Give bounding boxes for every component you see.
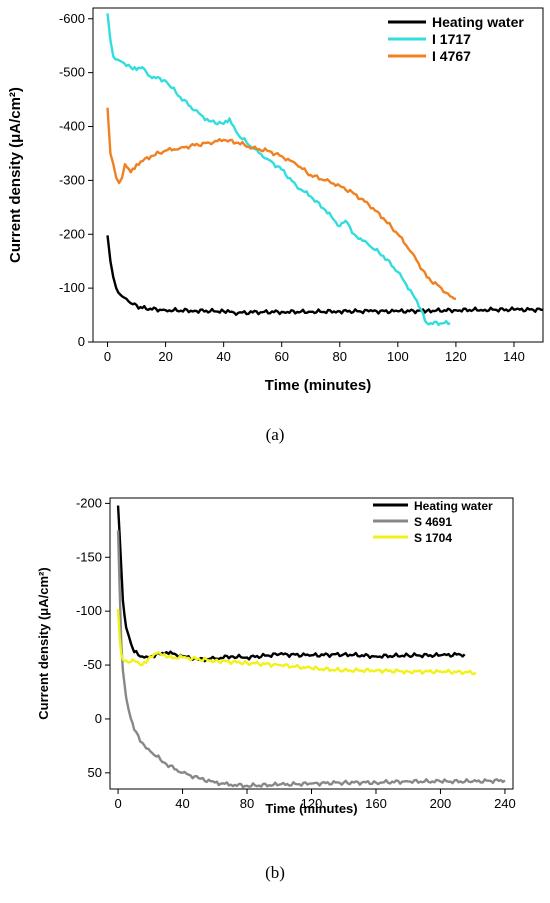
x-tick-label: 60	[274, 349, 288, 364]
x-tick-label: 80	[240, 796, 254, 811]
legend: Heating water S 4691 S 1704	[373, 499, 493, 545]
legend-label: I 1717	[432, 31, 471, 47]
x-tick-label: 20	[158, 349, 172, 364]
y-tick-label: -300	[59, 172, 85, 187]
x-tick-label: 0	[104, 349, 111, 364]
y-tick-label: 50	[88, 765, 102, 780]
legend-label: Heating water	[414, 499, 493, 513]
plot-frame	[92, 7, 544, 343]
legend-label: Heating water	[432, 14, 524, 30]
x-tick-label: 160	[365, 796, 387, 811]
series-line-heating-water	[106, 235, 544, 316]
x-tick-label: 40	[216, 349, 230, 364]
x-tick-label: 120	[445, 349, 467, 364]
series-line-s-1704	[116, 608, 477, 676]
y-tick-label: -50	[83, 657, 102, 672]
legend-label: S 1704	[414, 531, 452, 545]
y-axis-label: Current density (μA/cm²)	[7, 87, 24, 263]
chart-b: 0 40 80 120 160 200 240 -200 -150 -100 -50 0 50 Heati…	[36, 495, 516, 882]
plot-frame	[109, 497, 514, 790]
x-tick-label: 200	[430, 796, 452, 811]
x-tick-label: 120	[301, 796, 323, 811]
series-line-s-4691	[116, 530, 506, 789]
y-tick-label: 0	[95, 711, 102, 726]
figure-caption: (b)	[265, 863, 285, 882]
x-tick-label: 40	[175, 796, 189, 811]
x-tick-label: 100	[387, 349, 409, 364]
x-tick-label: 240	[494, 796, 516, 811]
x-tick-label: 80	[333, 349, 347, 364]
legend-label: S 4691	[414, 515, 452, 529]
x-tick-label: 140	[503, 349, 525, 364]
figure-caption: (a)	[266, 425, 285, 444]
y-tick-label: -600	[59, 11, 85, 26]
y-tick-label: -150	[76, 549, 102, 564]
series-line-heating-water	[116, 505, 466, 663]
x-axis-label: Time (minutes)	[265, 801, 357, 816]
y-tick-label: -200	[59, 226, 85, 241]
y-tick-label: 0	[78, 334, 85, 349]
chart-a: 0 20 40 60 80 100 120 140 0 -100 -200 -300 -400 -500 -…	[7, 7, 544, 444]
series-line-i-4767	[106, 107, 457, 301]
x-axis-label: Time (minutes)	[265, 377, 371, 394]
y-tick-label: -100	[59, 280, 85, 295]
y-tick-label: -100	[76, 603, 102, 618]
series-line-i-1717	[106, 13, 451, 327]
y-tick-label: -500	[59, 65, 85, 80]
legend-label: I 4767	[432, 48, 471, 64]
y-axis-label: Current density (μA/cm²)	[36, 567, 51, 719]
x-tick-label: 0	[114, 796, 121, 811]
y-tick-label: -400	[59, 119, 85, 134]
y-tick-label: -200	[76, 495, 102, 510]
